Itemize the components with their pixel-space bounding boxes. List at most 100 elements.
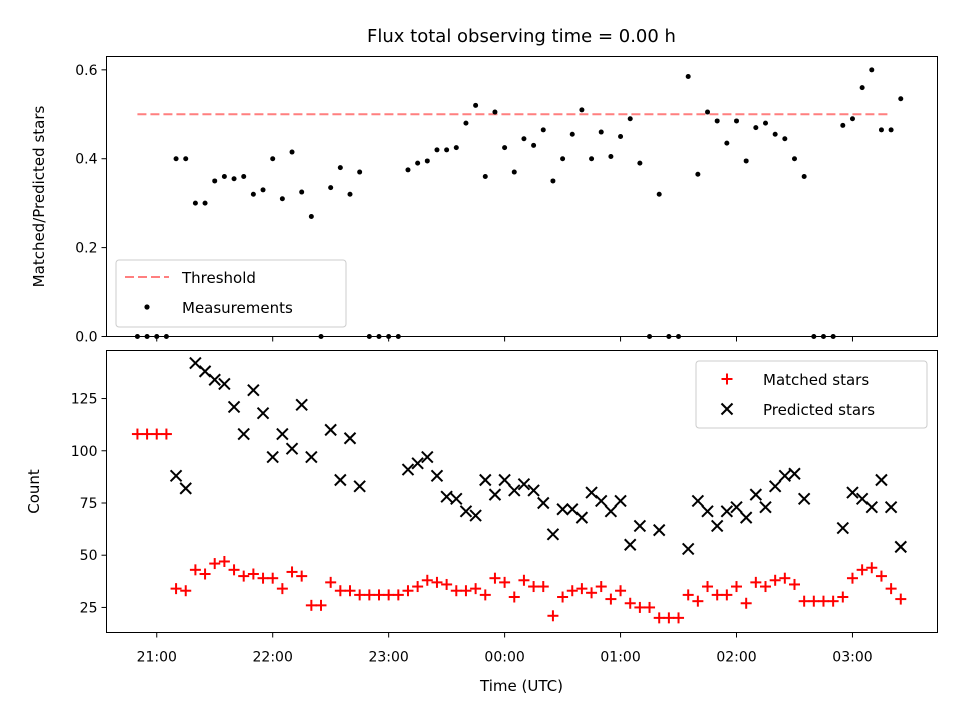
predicted-point	[401, 463, 415, 476]
predicted-point	[691, 494, 705, 508]
top-legend-box	[115, 259, 347, 328]
measurement-point	[618, 134, 624, 139]
measurement-point	[357, 169, 363, 175]
predicted-point	[527, 484, 540, 497]
predicted-point	[227, 400, 241, 414]
predicted-point	[208, 373, 221, 386]
measurement-point	[627, 116, 633, 122]
predicted-point	[508, 484, 521, 497]
predicted-point	[730, 500, 743, 514]
matched-point	[354, 589, 366, 601]
x-tick-label: 02:00	[716, 650, 756, 666]
matched-point	[837, 591, 849, 603]
predicted-point	[836, 521, 850, 535]
predicted-point	[595, 494, 608, 508]
measurement-point	[444, 147, 450, 153]
matched-point	[267, 572, 279, 584]
matched-point	[673, 612, 685, 624]
predicted-point	[846, 486, 859, 499]
measurement-point	[463, 120, 469, 126]
measurement-point	[289, 149, 295, 155]
matched-point	[257, 572, 269, 584]
matched-point	[508, 591, 520, 603]
measurement-point	[453, 145, 459, 151]
predicted-point	[759, 500, 772, 514]
measurement-point	[502, 145, 508, 151]
predicted-point	[720, 505, 734, 518]
matched-point	[402, 585, 414, 597]
x-tick-label: 21:00	[137, 650, 177, 666]
predicted-legend-marker	[720, 402, 734, 416]
matched-point	[586, 587, 598, 599]
matched-point	[238, 570, 250, 582]
top-y-axis-label: Matched/Predicted stars	[30, 106, 48, 288]
predicted-point	[324, 423, 337, 437]
matched-point	[286, 566, 298, 578]
top-legend: Threshold Measurements	[115, 259, 347, 328]
measurement-point	[569, 131, 575, 137]
bottom-y-tick-label: 100	[71, 444, 98, 460]
matched-point	[895, 593, 907, 605]
predicted-point	[430, 469, 444, 483]
matched-point	[209, 558, 221, 570]
measurement-point	[898, 96, 904, 102]
matched-point	[760, 581, 772, 593]
predicted-point	[633, 519, 647, 533]
matched-point	[315, 599, 327, 611]
predicted-legend-swatch	[720, 402, 734, 416]
predicted-point	[614, 494, 627, 508]
measurement-point	[212, 178, 218, 184]
matched-point	[334, 585, 346, 597]
matched-point	[808, 595, 820, 607]
predicted-point	[701, 505, 714, 518]
matched-point	[247, 568, 259, 580]
top-y-tick-label: 0.0	[75, 330, 97, 346]
predicted-point	[237, 427, 250, 441]
bottom-panel: 25 50 75 100 125 21:00 22:00 23:00 00:00 01:00 02…	[25, 350, 938, 695]
measurement-point	[299, 189, 305, 195]
matched-point	[479, 589, 491, 601]
x-tick-label: 22:00	[253, 650, 293, 666]
measurement-point	[241, 174, 247, 179]
matched-point	[615, 585, 627, 597]
measurement-point	[859, 85, 865, 91]
measurement-point	[183, 156, 189, 162]
matched-point	[296, 570, 308, 582]
matched-point	[711, 589, 723, 601]
measurement-point	[511, 169, 517, 175]
top-y-tick-label: 0.2	[75, 241, 97, 257]
matched-point	[499, 576, 511, 588]
matched-point	[817, 595, 829, 607]
predicted-legend-label: Predicted stars	[763, 401, 875, 419]
matched-point	[779, 572, 791, 584]
predicted-point	[749, 488, 763, 501]
matched-point	[441, 578, 453, 590]
measurement-point	[521, 136, 527, 142]
predicted-point	[295, 398, 308, 412]
measurement-point	[473, 102, 479, 108]
measurement-point	[434, 147, 440, 153]
matched-point	[827, 595, 839, 607]
measurement-point	[531, 142, 537, 148]
bottom-y-axis-label: Count	[25, 469, 43, 514]
predicted-point	[624, 538, 637, 551]
predicted-point	[517, 477, 531, 491]
matched-point	[412, 581, 424, 593]
x-tick-label: 00:00	[484, 650, 524, 666]
measurement-point	[221, 174, 227, 179]
matched-point	[866, 562, 878, 574]
predicted-point	[865, 500, 879, 514]
matched-point	[846, 572, 858, 584]
matched-point	[856, 564, 868, 576]
matched-point	[557, 591, 569, 603]
measurement-point	[279, 196, 285, 202]
measurement-point	[743, 158, 749, 164]
matched-legend-label: Matched stars	[763, 371, 869, 389]
matched-point	[431, 576, 443, 588]
matched-point	[450, 585, 462, 597]
matched-point	[624, 597, 636, 609]
matched-point	[537, 581, 549, 593]
measurement-point	[801, 174, 807, 179]
bottom-y-tick-label: 75	[80, 496, 98, 512]
measurement-point	[734, 118, 740, 124]
